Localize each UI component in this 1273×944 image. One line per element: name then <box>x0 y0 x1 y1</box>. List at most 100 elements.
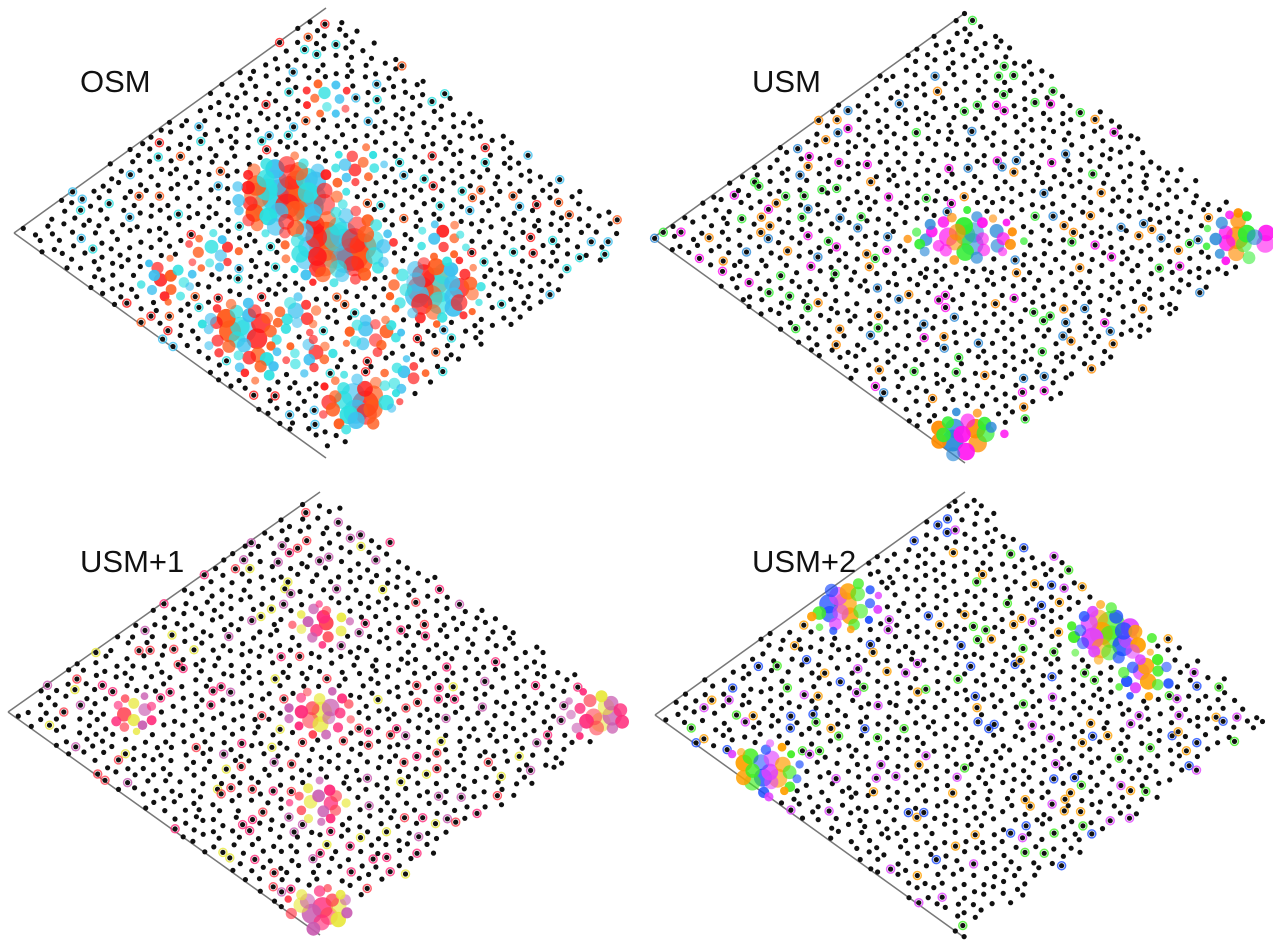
lattice-site <box>338 653 344 660</box>
lattice-site <box>391 808 397 814</box>
lattice-site <box>857 200 864 206</box>
lattice-site <box>322 74 328 80</box>
lattice-site <box>242 385 248 391</box>
lattice-site <box>391 250 398 256</box>
lattice-site <box>306 758 312 764</box>
lattice-site <box>826 770 832 776</box>
lattice-site <box>883 77 890 83</box>
lattice-site <box>337 26 343 32</box>
lattice-site <box>789 235 795 241</box>
lattice-site <box>919 361 925 368</box>
lattice-site <box>829 277 835 283</box>
lattice-site <box>1172 657 1178 663</box>
lattice-site <box>1139 783 1145 789</box>
lattice-site-halo <box>872 283 883 293</box>
lattice-site <box>1057 669 1063 675</box>
lattice-site <box>312 140 319 146</box>
lattice-site <box>459 311 468 320</box>
lattice-site <box>414 699 421 706</box>
lattice-site <box>962 849 968 855</box>
lattice-site <box>223 257 232 267</box>
lattice-site <box>923 667 929 673</box>
lattice-site <box>380 586 386 593</box>
lattice-site-halo <box>153 152 164 162</box>
lattice-site-halo <box>878 387 889 398</box>
lattice-site <box>312 789 325 803</box>
lattice-site <box>1067 216 1074 222</box>
lattice-site-halo <box>1232 712 1242 722</box>
lattice-site <box>206 215 212 221</box>
lattice-site <box>1215 697 1221 703</box>
lattice-site <box>924 519 930 525</box>
lattice-site-halo <box>911 127 922 138</box>
lattice-site <box>945 388 951 394</box>
lattice-site <box>248 551 254 557</box>
lattice-site-halo <box>269 757 279 768</box>
lattice-site <box>184 342 190 349</box>
lattice-site <box>431 108 437 114</box>
lattice-site <box>324 443 330 449</box>
lattice-site <box>884 585 890 591</box>
lattice-site <box>896 296 902 302</box>
lattice-site <box>1022 416 1028 422</box>
lattice-site <box>826 334 832 340</box>
lattice-site <box>890 228 896 234</box>
lattice-site <box>972 173 978 180</box>
lattice-site-halo <box>190 291 200 302</box>
lattice-site <box>208 187 214 193</box>
lattice-site-halo <box>363 727 374 737</box>
lattice-site-halo <box>496 299 507 309</box>
lattice-site <box>1087 158 1093 164</box>
lattice-site <box>808 629 814 635</box>
lattice-site <box>826 681 833 687</box>
lattice-site <box>873 604 883 614</box>
lattice-site <box>320 328 326 334</box>
lattice-site <box>207 746 214 752</box>
lattice-site <box>1118 224 1124 230</box>
lattice-site <box>332 307 338 313</box>
lattice-site <box>156 140 162 146</box>
lattice-site <box>256 653 262 659</box>
lattice-site <box>258 110 264 116</box>
lattice-site <box>554 258 560 264</box>
lattice-site <box>1000 195 1006 202</box>
lattice-site <box>1124 256 1130 262</box>
lattice-site <box>1140 165 1146 171</box>
lattice-site <box>1195 237 1201 243</box>
lattice-site <box>501 315 507 321</box>
lattice-site <box>1061 223 1067 229</box>
lattice-site <box>766 278 772 284</box>
lattice-site <box>1002 544 1008 550</box>
lattice-site <box>521 678 527 684</box>
lattice-site <box>1161 661 1172 673</box>
lattice-site-halo <box>336 640 346 651</box>
lattice-site <box>280 323 292 334</box>
lattice-site <box>830 109 836 115</box>
lattice-site <box>962 765 968 771</box>
lattice-site <box>801 193 807 199</box>
lattice-site <box>437 312 448 323</box>
lattice-site <box>948 200 955 207</box>
lattice-site-halo <box>873 310 884 321</box>
lattice-site <box>920 699 926 705</box>
lattice-site <box>421 608 428 614</box>
lattice-site-halo <box>297 819 308 830</box>
lattice-site <box>419 341 425 347</box>
lattice-site <box>599 244 605 250</box>
lattice-site <box>739 216 745 222</box>
lattice-site <box>1128 721 1134 727</box>
lattice-site <box>1039 836 1045 843</box>
lattice-site <box>192 246 204 258</box>
lattice-site <box>510 236 516 242</box>
lattice-site <box>1047 101 1054 107</box>
lattice-site <box>974 199 981 206</box>
lattice-site <box>329 390 342 403</box>
lattice-site <box>961 910 967 916</box>
lattice-site <box>789 656 795 662</box>
lattice-site <box>252 856 258 863</box>
lattice-site <box>259 138 265 144</box>
lattice-site <box>350 83 356 89</box>
lattice-site-halo <box>1085 718 1096 729</box>
lattice-site-halo <box>972 634 983 645</box>
lattice-site-halo <box>871 773 882 783</box>
